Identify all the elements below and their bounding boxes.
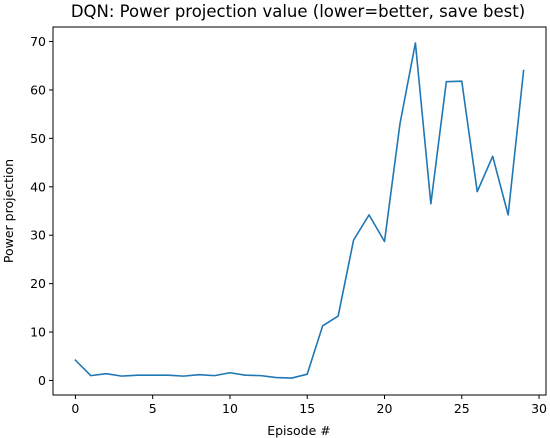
- x-tick-label: 5: [149, 401, 157, 416]
- x-tick-label: 0: [71, 401, 79, 416]
- y-axis: 0 10 20 30 40 50 60 70: [30, 34, 53, 388]
- y-tick-label: 0: [38, 373, 46, 388]
- y-tick-label: 40: [30, 179, 46, 194]
- series-line: [74, 42, 525, 379]
- chart-title: DQN: Power projection value (lower=bette…: [71, 2, 525, 21]
- y-tick-label: 10: [30, 325, 46, 340]
- plot-frame: [52, 26, 547, 396]
- y-axis-label: Power projection: [1, 159, 16, 263]
- y-tick-label: 60: [30, 82, 46, 97]
- x-tick-label: 20: [377, 401, 393, 416]
- x-axis: 0 5 10 15 20 25 30: [71, 395, 547, 416]
- y-tick-label: 50: [30, 131, 46, 146]
- x-tick-label: 25: [454, 401, 470, 416]
- x-tick-label: 30: [531, 401, 547, 416]
- y-tick-label: 70: [30, 34, 46, 49]
- x-axis-label: Episode #: [267, 423, 331, 438]
- y-tick-label: 30: [30, 228, 46, 243]
- y-tick-label: 20: [30, 276, 46, 291]
- x-tick-label: 15: [299, 401, 315, 416]
- x-tick-label: 10: [222, 401, 238, 416]
